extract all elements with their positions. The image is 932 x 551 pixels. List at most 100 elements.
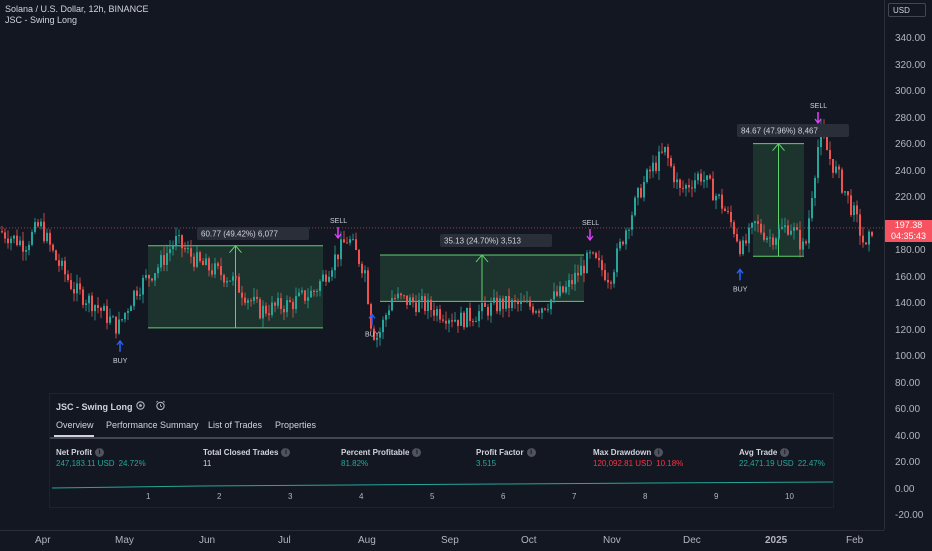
candle-body xyxy=(268,313,270,315)
time-tick-label: 2025 xyxy=(765,535,788,546)
candle-body xyxy=(832,158,834,173)
chart-area[interactable]: 60.77 (49.42%) 6,077 35.13 (24.70%) 3,513… xyxy=(0,0,884,530)
candle-body xyxy=(700,173,702,182)
candle-body xyxy=(394,298,396,300)
candle-body xyxy=(775,238,777,245)
candle-body xyxy=(94,305,96,312)
candle-body xyxy=(115,316,117,334)
candle-body xyxy=(436,309,438,316)
candle-body xyxy=(481,302,483,312)
trade-number-label: 2 xyxy=(217,492,222,501)
metric-closed-trades-label: Total Closed Trades i xyxy=(203,448,291,458)
candle-body xyxy=(106,305,108,323)
candle-body xyxy=(49,232,51,245)
candle-body xyxy=(469,307,471,321)
candle-body xyxy=(817,147,819,178)
candle-body xyxy=(40,221,42,227)
candle-body xyxy=(868,231,870,245)
candle-body xyxy=(613,272,615,284)
info-icon[interactable]: i xyxy=(281,448,291,458)
metric-closed-trades-value: 11 xyxy=(203,459,212,468)
price-tick-label: 140.00 xyxy=(895,298,926,309)
candle-body xyxy=(634,197,636,216)
candle-body xyxy=(124,312,126,320)
tab-list-of-trades[interactable]: List of Trades xyxy=(208,420,263,430)
candle-body xyxy=(802,241,804,250)
alert-clock-icon[interactable] xyxy=(154,400,166,412)
info-icon[interactable]: i xyxy=(412,448,422,458)
time-tick-label: Jun xyxy=(199,535,216,546)
candle-body xyxy=(46,232,48,242)
info-icon[interactable]: i xyxy=(526,448,536,458)
candle-body xyxy=(460,312,462,326)
candle-body xyxy=(862,235,864,243)
candle-body xyxy=(79,283,81,290)
currency-button[interactable]: USD xyxy=(888,3,926,17)
candle-body xyxy=(520,300,522,305)
candle-body xyxy=(286,300,288,313)
candle-body xyxy=(385,315,387,320)
candle-body xyxy=(685,184,687,189)
candle-body xyxy=(667,146,669,159)
time-tick-label: Sep xyxy=(441,535,459,546)
candle-body xyxy=(676,179,678,183)
candle-body xyxy=(550,299,552,310)
candle-body xyxy=(472,320,474,322)
tab-performance-summary[interactable]: Performance Summary xyxy=(106,420,199,430)
candle-body xyxy=(70,280,72,290)
candle-body xyxy=(679,179,681,188)
candle-body xyxy=(616,248,618,273)
candle-body xyxy=(325,274,327,282)
price-axis[interactable]: 340.00 320.00 300.00 280.00 260.00 240.00 220.… xyxy=(884,0,932,530)
info-icon[interactable]: i xyxy=(654,448,664,458)
price-chart[interactable]: 60.77 (49.42%) 6,077 35.13 (24.70%) 3,513… xyxy=(0,0,884,530)
candle-body xyxy=(661,151,663,153)
candle-body xyxy=(319,281,321,291)
candle-body xyxy=(697,173,699,181)
candle-body xyxy=(331,270,333,277)
candle-body xyxy=(196,252,198,267)
candle-body xyxy=(382,319,384,333)
candle-body xyxy=(490,302,492,316)
buy-label: BUY xyxy=(113,358,128,365)
candle-body xyxy=(670,158,672,167)
candle-body xyxy=(853,205,855,216)
time-axis[interactable]: Apr May Jun Jul Aug Sep Oct Nov Dec 2025 Feb xyxy=(0,530,884,551)
candle-body xyxy=(781,227,783,229)
candle-body xyxy=(400,293,402,296)
candle-body xyxy=(328,276,330,282)
sell-arrowhead xyxy=(334,233,342,240)
candle-body xyxy=(34,222,36,232)
metric-max-drawdown-label: Max Drawdown i xyxy=(593,448,664,458)
candle-body xyxy=(475,321,477,323)
metric-percent-profitable-value: 81.82% xyxy=(341,459,369,468)
candle-body xyxy=(622,241,624,245)
tab-properties[interactable]: Properties xyxy=(275,420,317,430)
candle-body xyxy=(292,301,294,310)
info-icon[interactable]: i xyxy=(95,448,104,458)
candle-body xyxy=(118,319,120,334)
candle-body xyxy=(445,320,447,324)
candle-body xyxy=(112,316,114,318)
sell-label: SELL xyxy=(810,103,827,110)
candle-body xyxy=(22,240,24,252)
candle-body xyxy=(58,260,60,266)
sell-arrowhead xyxy=(814,118,822,125)
tab-overview[interactable]: Overview xyxy=(56,420,94,430)
candle-body xyxy=(778,228,780,239)
metric-percent-profitable-label: Percent Profitable i xyxy=(341,448,422,458)
candle-body xyxy=(304,290,306,301)
candle-body xyxy=(439,309,441,320)
candle-body xyxy=(859,214,861,236)
candle-body xyxy=(61,260,63,266)
candle-body xyxy=(418,300,420,313)
candle-body xyxy=(589,252,591,254)
settings-icon[interactable] xyxy=(134,400,146,412)
info-icon[interactable]: i xyxy=(780,448,790,458)
candle-body xyxy=(517,301,519,305)
candle-body xyxy=(238,276,240,293)
price-tick-label: 340.00 xyxy=(895,33,926,44)
candle-body xyxy=(160,255,162,268)
candle-body xyxy=(271,302,273,315)
price-tick-label: 0.00 xyxy=(895,483,915,495)
